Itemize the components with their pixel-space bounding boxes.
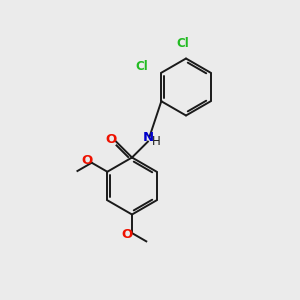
Text: Cl: Cl [136, 59, 148, 73]
Text: O: O [82, 154, 93, 167]
Text: N: N [142, 131, 154, 145]
Text: O: O [105, 133, 116, 146]
Text: O: O [121, 228, 132, 242]
Text: Cl: Cl [177, 37, 189, 50]
Text: H: H [152, 135, 161, 148]
